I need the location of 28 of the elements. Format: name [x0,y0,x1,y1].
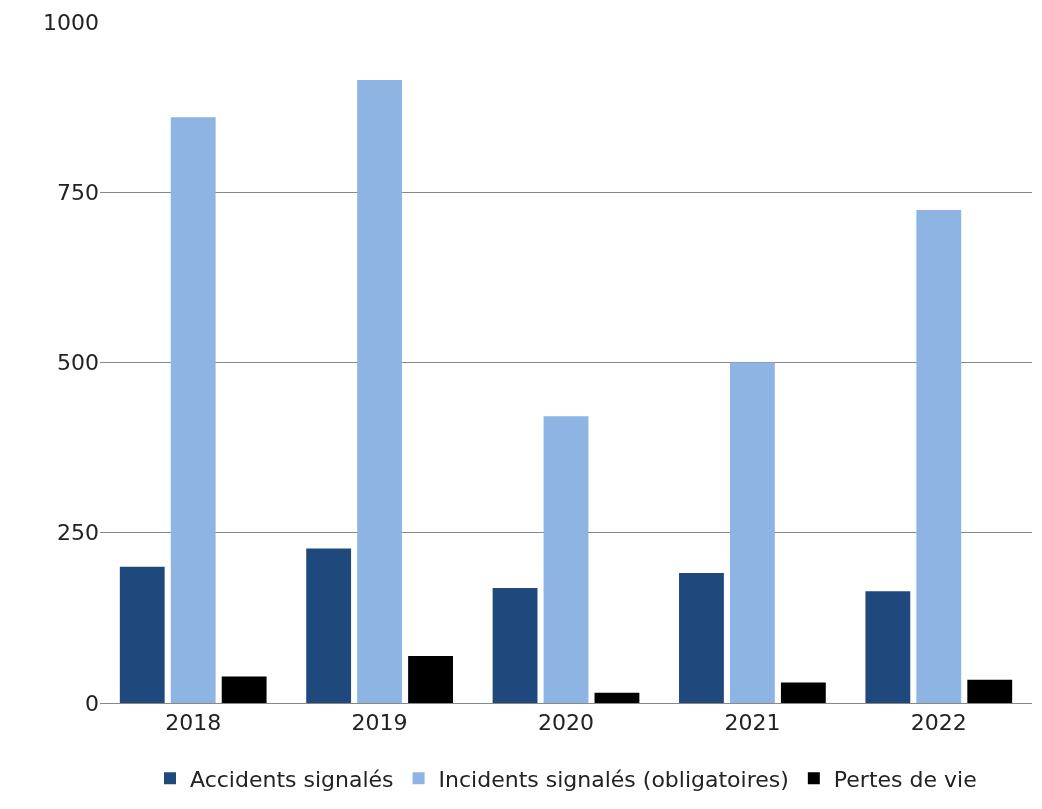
bar [408,656,453,703]
x-tick-label: 2021 [724,710,781,736]
bar [357,79,403,703]
bar [594,692,640,703]
bar [492,587,538,703]
bar [916,209,962,703]
bar [865,591,911,703]
legend-label: Pertes de vie [833,766,977,792]
bar [679,572,724,703]
y-tick-label: 250 [57,520,99,546]
x-tick-label: 2018 [165,710,222,736]
x-tick-label: 2019 [351,710,408,736]
bar [306,548,352,703]
x-tick-label: 2022 [910,710,967,736]
y-tick-label: 1000 [43,9,99,35]
bar [780,682,826,703]
x-tick-label: 2020 [538,710,594,736]
bar [119,566,165,703]
bar [967,679,1013,703]
y-tick-label: 750 [57,179,99,205]
bar [543,416,589,703]
bar [170,117,216,703]
legend-label: Incidents signalés (obligatoires) [438,766,789,792]
legend-label: Accidents signalés [190,766,394,792]
bar [221,676,267,703]
y-tick-label: 500 [57,350,99,376]
y-tick-label: 0 [85,690,99,716]
bar [729,362,775,703]
